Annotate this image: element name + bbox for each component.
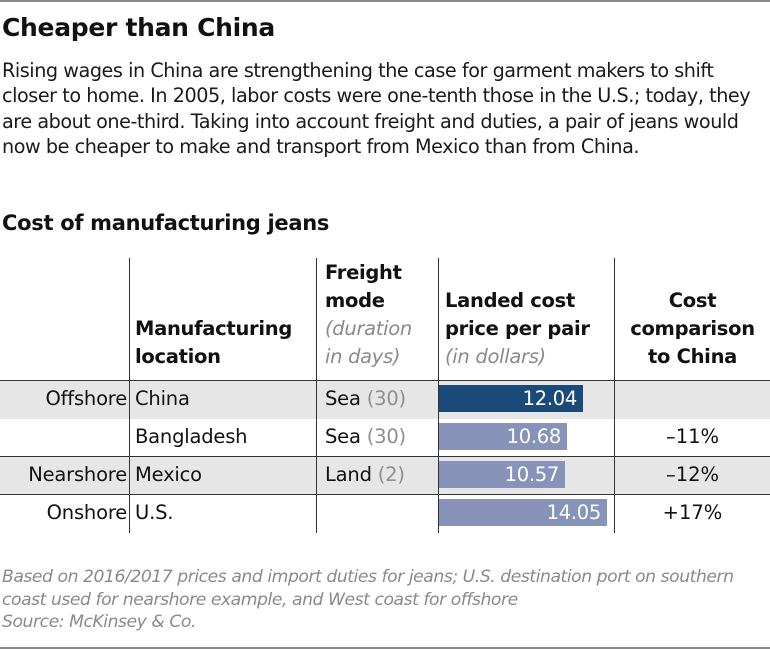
header-cost-line1: Landed cost <box>445 289 575 312</box>
freight-duration: (2) <box>377 463 405 486</box>
footnote: Based on 2016/2017 prices and import dut… <box>2 566 768 634</box>
table-title: Cost of manufacturing jeans <box>2 211 330 235</box>
header-freight-line2: mode <box>325 289 385 312</box>
freight-cell: Land (2) <box>325 456 405 494</box>
freight-duration: (30) <box>366 387 406 410</box>
cost-bar-label: 14.05 <box>546 501 602 524</box>
header-comparison-line2: comparison <box>630 317 755 340</box>
header-freight-unit2: in days) <box>325 345 401 368</box>
page-title: Cheaper than China <box>2 13 275 42</box>
row-shade-nearshore <box>0 457 770 495</box>
freight-mode: Sea <box>325 387 361 410</box>
location-cell: Bangladesh <box>135 425 248 448</box>
group-label: Offshore <box>45 387 127 410</box>
intro-text: Rising wages in China are strengthening … <box>2 59 751 159</box>
freight-mode: Sea <box>325 425 361 448</box>
header-divider <box>0 380 770 381</box>
header-comparison: Cost comparison to China <box>615 287 770 371</box>
header-location-line2: location <box>135 345 221 368</box>
header-comparison-line3: to China <box>647 345 738 368</box>
column-divider-2 <box>316 258 317 533</box>
header-freight: Freight mode (duration in days) <box>325 259 412 371</box>
freight-cell: Sea (30) <box>325 418 406 456</box>
header-freight-line1: Freight <box>325 261 402 284</box>
freight-duration: (30) <box>366 425 406 448</box>
location-cell: China <box>135 387 190 410</box>
header-freight-unit1: (duration <box>325 317 412 340</box>
comparison-cell: –12% <box>665 463 720 486</box>
header-location-line1: Manufacturing <box>135 317 292 340</box>
freight-cell: Sea (30) <box>325 380 406 418</box>
comparison-cell: +17% <box>662 501 723 524</box>
bottom-rule <box>0 647 770 649</box>
location-cell: U.S. <box>135 501 174 524</box>
header-cost: Landed cost price per pair (in dollars) <box>445 287 590 371</box>
column-divider-4 <box>614 258 615 533</box>
footnote-text: Based on 2016/2017 prices and import dut… <box>2 567 734 610</box>
source-text: Source: McKinsey & Co. <box>2 612 196 632</box>
header-comparison-line1: Cost <box>668 289 717 312</box>
cost-bar-label: 10.68 <box>506 425 562 448</box>
location-cell: Mexico <box>135 463 202 486</box>
header-cost-unit: (in dollars) <box>445 345 546 368</box>
column-divider-3 <box>438 258 439 533</box>
group-label: Onshore <box>46 501 128 524</box>
row-shade-offshore <box>0 381 770 419</box>
comparison-cell: –11% <box>665 425 720 448</box>
freight-mode: Land <box>325 463 372 486</box>
cost-bar-label: 12.04 <box>522 387 578 410</box>
group-label: Nearshore <box>28 463 127 486</box>
column-divider-1 <box>129 258 130 533</box>
top-rule <box>0 0 770 2</box>
header-cost-line2: price per pair <box>445 317 590 340</box>
cost-bar <box>439 423 567 450</box>
cost-bar <box>439 385 583 412</box>
cost-bar <box>439 499 607 526</box>
cost-bar-label: 10.57 <box>504 463 560 486</box>
cost-bar <box>439 461 565 488</box>
row-divider-1 <box>0 456 770 457</box>
row-divider-2 <box>0 494 770 495</box>
header-location: Manufacturing location <box>135 315 292 371</box>
